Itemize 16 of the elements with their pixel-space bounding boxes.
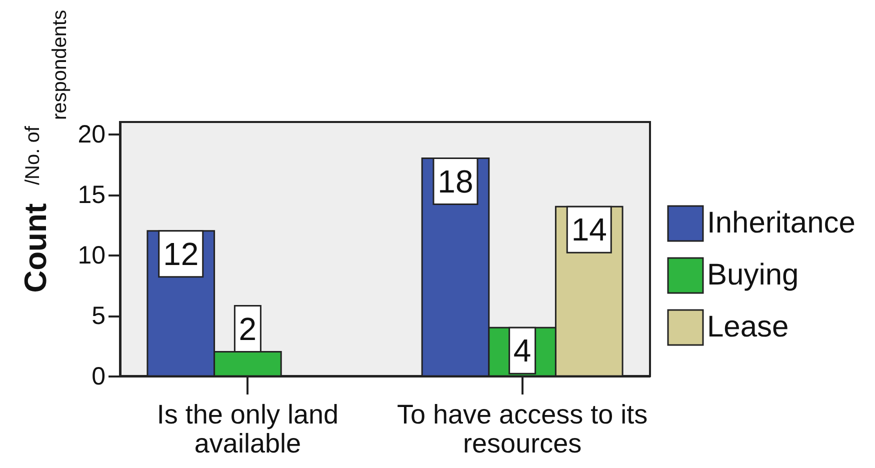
y-tick-label: 0 xyxy=(92,362,106,390)
data-label: 2 xyxy=(238,310,257,347)
data-label: 12 xyxy=(163,236,199,272)
x-tick-label: To have access to its resources xyxy=(396,400,648,458)
legend-label: Buying xyxy=(707,258,799,292)
y-tick-label: 15 xyxy=(78,181,106,210)
y-tick-label: 5 xyxy=(92,302,106,330)
y-tick-label: 10 xyxy=(78,242,106,270)
legend-label: Lease xyxy=(707,310,789,344)
legend-label: Inheritance xyxy=(707,206,856,240)
data-label: 14 xyxy=(571,212,607,248)
data-label: 18 xyxy=(438,163,474,200)
y-tick-label: 20 xyxy=(78,120,106,149)
data-label: 4 xyxy=(513,332,532,369)
y-axis-title: Count /No. of respondents xyxy=(18,10,71,293)
x-tick-label: Is the only land available xyxy=(156,400,339,458)
